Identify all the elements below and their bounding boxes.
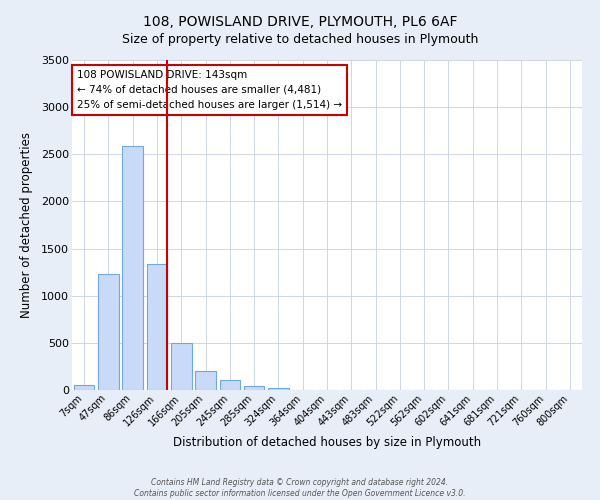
X-axis label: Distribution of detached houses by size in Plymouth: Distribution of detached houses by size …: [173, 436, 481, 449]
Bar: [268, 388, 289, 390]
Bar: [244, 386, 265, 390]
Bar: [74, 386, 94, 390]
Y-axis label: Number of detached properties: Number of detached properties: [20, 132, 33, 318]
Bar: [146, 264, 167, 390]
Bar: [195, 371, 216, 390]
Text: 108 POWISLAND DRIVE: 143sqm
← 74% of detached houses are smaller (4,481)
25% of : 108 POWISLAND DRIVE: 143sqm ← 74% of det…: [77, 70, 342, 110]
Bar: [98, 274, 119, 390]
Bar: [122, 146, 143, 390]
Text: Contains HM Land Registry data © Crown copyright and database right 2024.
Contai: Contains HM Land Registry data © Crown c…: [134, 478, 466, 498]
Text: 108, POWISLAND DRIVE, PLYMOUTH, PL6 6AF: 108, POWISLAND DRIVE, PLYMOUTH, PL6 6AF: [143, 15, 457, 29]
Bar: [220, 380, 240, 390]
Bar: [171, 343, 191, 390]
Text: Size of property relative to detached houses in Plymouth: Size of property relative to detached ho…: [122, 32, 478, 46]
